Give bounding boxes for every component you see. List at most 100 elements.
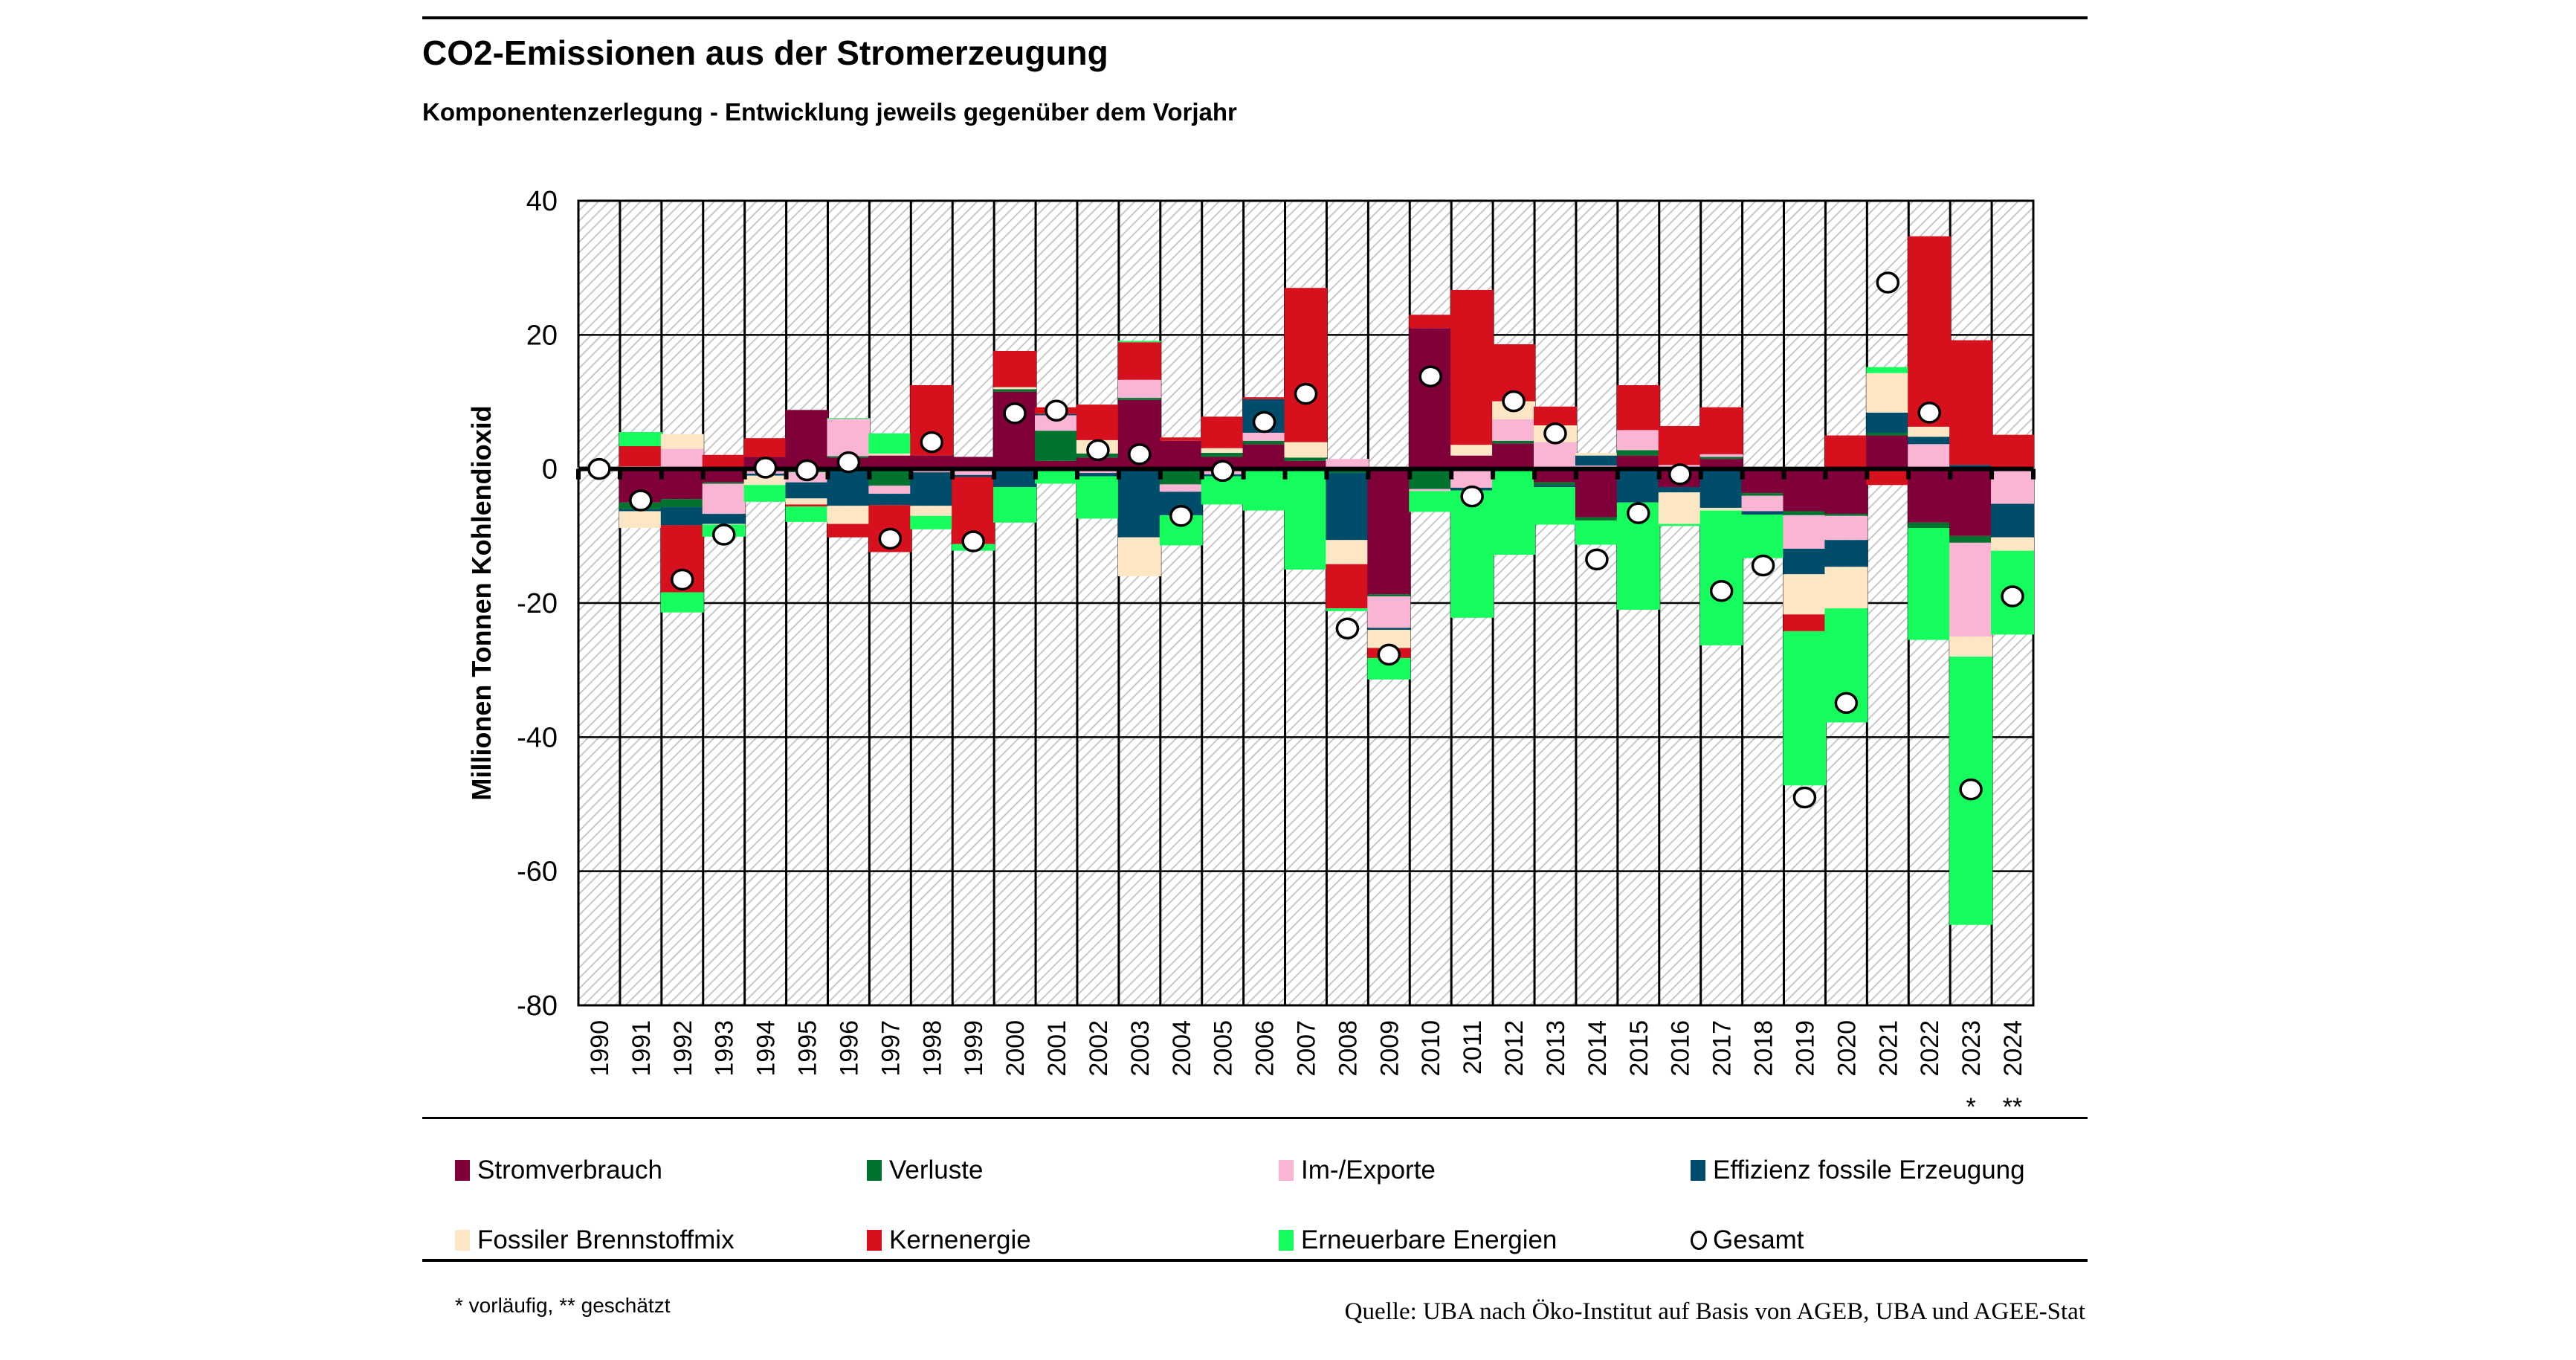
bar-segment — [1284, 460, 1328, 469]
bar-segment — [1450, 490, 1494, 618]
bar-segment — [1117, 379, 1161, 399]
bar-segment — [1326, 564, 1369, 609]
x-tick-label: 2020 — [1833, 1020, 1861, 1077]
x-tick-label: 2014 — [1584, 1020, 1612, 1077]
bar-segment — [743, 438, 787, 457]
bar-segment — [1159, 437, 1203, 441]
total-marker — [1460, 485, 1484, 508]
x-tick-label: 2003 — [1126, 1020, 1155, 1077]
total-marker — [920, 431, 944, 454]
legend-item: Kernenergie — [867, 1225, 1031, 1255]
bar-segment — [868, 433, 912, 454]
top-rule — [422, 16, 2088, 19]
bar-segment — [1159, 468, 1203, 485]
x-tick-label: 2015 — [1625, 1020, 1653, 1077]
bar-segment — [785, 482, 829, 499]
bar-segment — [1908, 236, 1952, 427]
x-tick-label: 1991 — [627, 1020, 656, 1077]
bar-segment — [868, 453, 912, 456]
bar-segment — [1783, 468, 1827, 512]
bar-segment — [993, 487, 1037, 523]
bar-segment — [702, 468, 746, 483]
bar-segment — [1824, 435, 1868, 469]
bar-segment — [1908, 444, 1952, 469]
bar-segment — [993, 389, 1037, 392]
total-marker — [1585, 548, 1609, 571]
y-tick-label: 40 — [526, 186, 558, 217]
bar-segment — [993, 387, 1037, 390]
legend-swatch — [1691, 1160, 1705, 1181]
bar-segment — [1326, 608, 1369, 611]
bar-segment — [1450, 445, 1494, 456]
bar-segment — [1409, 491, 1453, 512]
bar-segment — [1866, 435, 1910, 469]
legend-swatch — [455, 1230, 470, 1251]
bar-segment — [660, 499, 704, 508]
x-tick-label: 2010 — [1417, 1020, 1445, 1077]
bar-segment — [619, 446, 662, 467]
bar-segment — [1783, 515, 1827, 549]
bar-segment — [1699, 510, 1743, 645]
bar-segment — [1575, 453, 1618, 456]
bar-segment — [1783, 614, 1827, 631]
bar-segment — [1117, 537, 1161, 576]
bar-segment — [1450, 289, 1494, 445]
x-tick-label: 2001 — [1043, 1020, 1071, 1077]
bar-segment — [1242, 444, 1286, 469]
bar-segment — [1866, 367, 1910, 373]
bar-segment — [1326, 473, 1369, 541]
bar-segment — [827, 468, 871, 506]
bar-segment — [1824, 515, 1868, 541]
x-tick-label: 2002 — [1085, 1020, 1113, 1077]
x-tick-label: 2011 — [1459, 1020, 1487, 1074]
bar-segment — [660, 507, 704, 526]
bar-segment — [1616, 455, 1660, 469]
total-marker — [1294, 382, 1318, 405]
bar-segment — [1159, 484, 1203, 492]
bar-segment — [1783, 574, 1827, 615]
bar-segment — [952, 457, 995, 469]
x-tick-label: 2019 — [1791, 1020, 1819, 1077]
bar-segment — [868, 468, 912, 486]
x-tick-label: 1994 — [752, 1020, 781, 1077]
bar-segment — [1076, 473, 1120, 477]
bar-segment — [1284, 470, 1328, 570]
bar-segment — [1949, 340, 1993, 465]
bar-segment — [1076, 476, 1120, 519]
bar-segment — [1949, 468, 1993, 536]
x-tick-label: 1992 — [669, 1020, 697, 1077]
source-note: Quelle: UBA nach Öko-Institut auf Basis … — [1344, 1298, 2085, 1325]
bar-segment — [785, 410, 829, 469]
bar-segment — [1783, 511, 1827, 515]
x-tick-label: 1995 — [794, 1020, 822, 1077]
total-marker — [1792, 786, 1817, 809]
bar-segment — [1741, 495, 1785, 512]
bar-segment — [702, 514, 746, 524]
legend-label: Erneuerbare Energien — [1301, 1225, 1557, 1254]
bar-segment — [1533, 487, 1577, 525]
bar-segment — [910, 515, 954, 529]
legend-item: Im-/Exporte — [1279, 1156, 1436, 1185]
bar-segment — [1035, 431, 1079, 461]
bar-segment — [1866, 432, 1910, 436]
bar-segment — [1242, 468, 1286, 511]
bar-segment — [1450, 468, 1494, 488]
x-tick-label: 2018 — [1750, 1020, 1778, 1077]
legend-label: Fossiler Brennstoffmix — [477, 1225, 735, 1254]
bar-segment — [1991, 434, 2035, 467]
bar-segment — [827, 506, 871, 524]
bar-segment — [993, 470, 1037, 488]
bar-segment — [1326, 540, 1369, 564]
x-tick-label: 1997 — [877, 1020, 905, 1077]
total-marker — [711, 523, 736, 546]
bar-segment — [1035, 460, 1079, 469]
total-marker — [1252, 410, 1276, 434]
bar-segment — [1450, 455, 1494, 469]
bar-segment — [1326, 470, 1369, 474]
bar-segment — [910, 506, 954, 516]
x-tick-label: 2006 — [1251, 1020, 1279, 1077]
legend-item: Gesamt — [1691, 1225, 1804, 1255]
bar-segment — [1699, 454, 1743, 457]
bar-segment — [1242, 397, 1286, 399]
total-marker — [1418, 365, 1442, 387]
